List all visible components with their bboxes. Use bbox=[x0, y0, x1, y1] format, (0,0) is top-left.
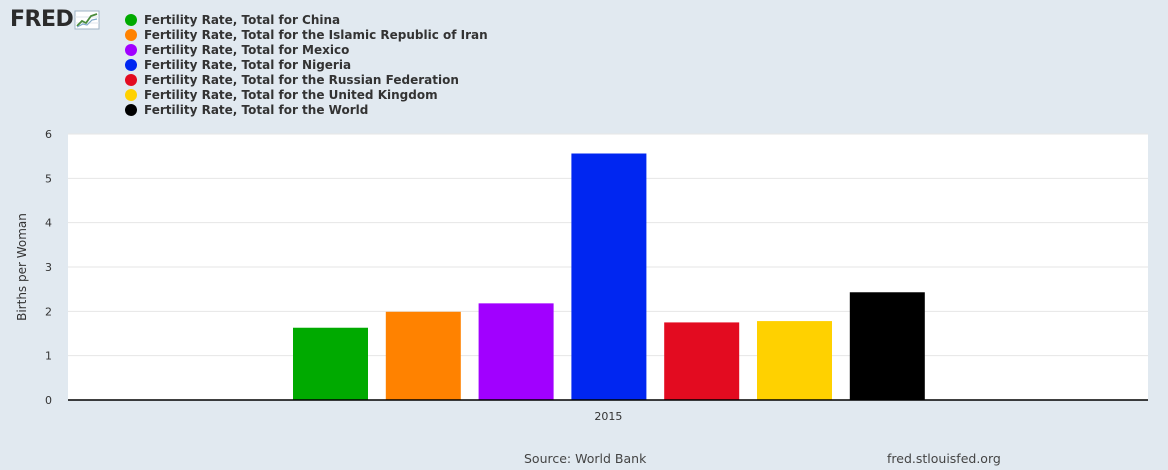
bar bbox=[850, 292, 925, 400]
x-tick-label: 2015 bbox=[594, 410, 622, 423]
y-axis-label: Births per Woman bbox=[15, 213, 29, 321]
bar bbox=[757, 321, 832, 400]
y-tick-label: 3 bbox=[45, 261, 52, 274]
bar bbox=[293, 328, 368, 400]
site-link[interactable]: fred.stlouisfed.org bbox=[887, 451, 1001, 466]
bar bbox=[664, 322, 739, 400]
bar bbox=[571, 154, 646, 400]
y-tick-label: 5 bbox=[45, 172, 52, 185]
bar bbox=[479, 303, 554, 400]
bar bbox=[386, 312, 461, 400]
y-tick-label: 0 bbox=[45, 394, 52, 407]
source-note: Source: World Bank bbox=[524, 451, 646, 466]
y-tick-label: 4 bbox=[45, 217, 52, 230]
y-tick-label: 6 bbox=[45, 128, 52, 141]
y-tick-label: 1 bbox=[45, 350, 52, 363]
y-tick-label: 2 bbox=[45, 305, 52, 318]
